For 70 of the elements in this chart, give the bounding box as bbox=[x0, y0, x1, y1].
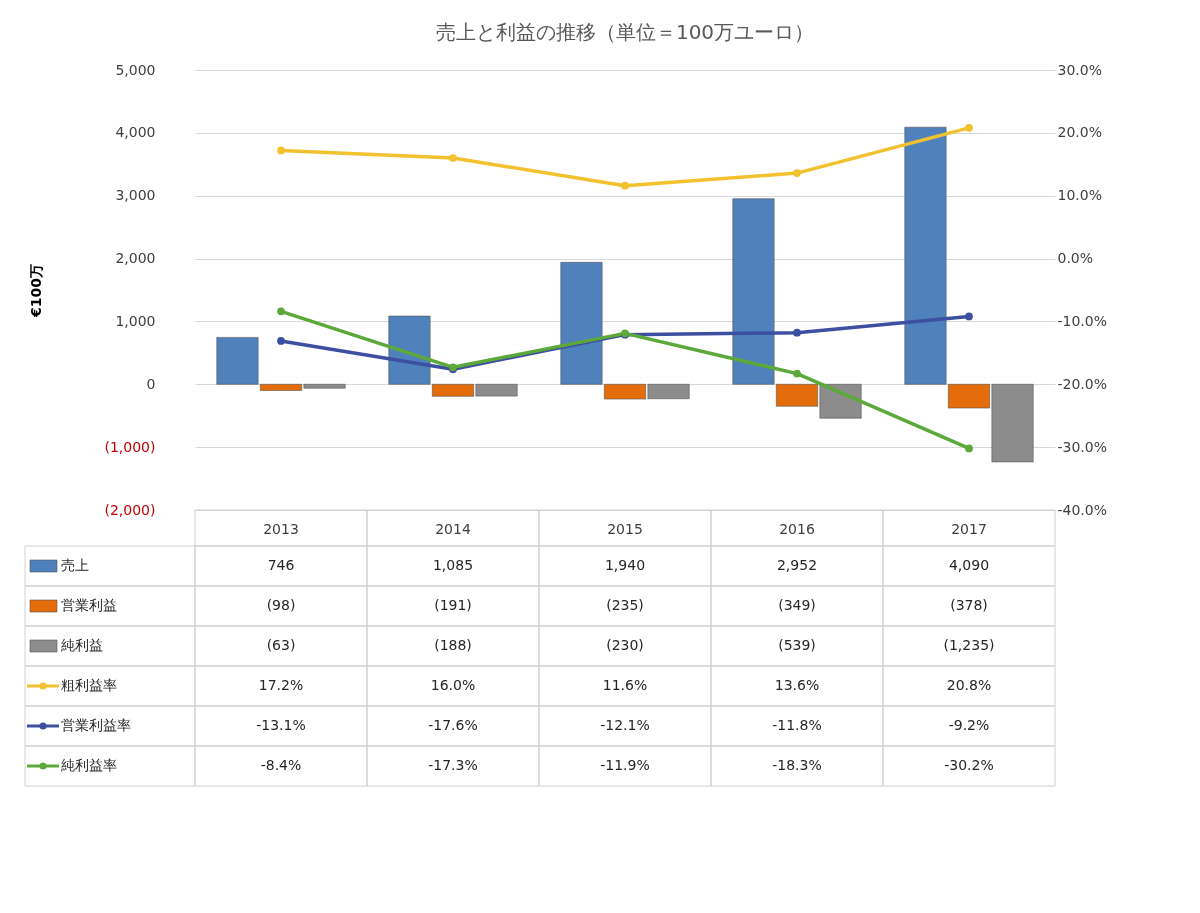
legend-label: 粗利益率 bbox=[61, 677, 117, 693]
legend-label: 営業利益率 bbox=[61, 717, 131, 733]
x-tick-label: 2013 bbox=[263, 520, 299, 537]
data-label: -17.6% bbox=[428, 717, 478, 733]
legend-label: 営業利益 bbox=[61, 597, 117, 613]
point bbox=[965, 444, 973, 453]
point bbox=[965, 123, 973, 132]
data-label: (235) bbox=[606, 597, 644, 613]
data-label: (378) bbox=[950, 597, 988, 613]
point bbox=[965, 312, 973, 321]
point bbox=[277, 146, 285, 155]
data-label: 17.2% bbox=[258, 677, 304, 693]
point bbox=[449, 154, 457, 162]
data-label: (188) bbox=[434, 637, 472, 653]
y-tick-label: 0 bbox=[146, 375, 156, 392]
data-label: 13.6% bbox=[774, 677, 820, 693]
point bbox=[793, 169, 801, 177]
y-tick-label: 2,000 bbox=[115, 250, 156, 267]
data-label: -9.2% bbox=[948, 717, 990, 733]
y2-tick-label: 10.0% bbox=[1057, 187, 1102, 204]
x-tick-label: 2014 bbox=[435, 520, 471, 537]
data-label: -30.2% bbox=[944, 757, 994, 773]
legend-label: 純利益 bbox=[61, 637, 103, 653]
y2-tick-label: 0.0% bbox=[1057, 250, 1094, 267]
y-tick-label: 1,000 bbox=[115, 312, 156, 329]
data-label: (98) bbox=[266, 597, 296, 613]
y2-tick-label: -30.0% bbox=[1057, 438, 1108, 455]
data-label: -8.4% bbox=[260, 757, 302, 773]
x-tick-label: 2017 bbox=[951, 520, 987, 537]
y2-tick-label: -40.0% bbox=[1057, 501, 1108, 518]
point bbox=[793, 328, 801, 337]
y-tick-label: (2,000) bbox=[104, 501, 156, 518]
data-label: (539) bbox=[778, 637, 816, 653]
data-label: (191) bbox=[434, 597, 472, 613]
data-label: 20.8% bbox=[946, 677, 992, 693]
data-label: -13.1% bbox=[256, 717, 306, 733]
y-tick-label: (1,000) bbox=[104, 438, 156, 455]
y-axis-title: €100万 bbox=[28, 264, 45, 318]
y2-tick-label: -20.0% bbox=[1057, 375, 1108, 392]
y-tick-label: 5,000 bbox=[115, 61, 156, 78]
data-label: 2,952 bbox=[776, 557, 818, 573]
data-label: -12.1% bbox=[600, 717, 650, 733]
data-label: (1,235) bbox=[943, 637, 995, 653]
data-label: -11.9% bbox=[600, 757, 650, 773]
point bbox=[793, 369, 801, 378]
data-label: 1,085 bbox=[432, 557, 474, 573]
point bbox=[277, 337, 285, 345]
data-label: 1,940 bbox=[604, 557, 646, 573]
data-label: -18.3% bbox=[772, 757, 822, 773]
y2-tick-label: -10.0% bbox=[1057, 312, 1108, 329]
data-label: 16.0% bbox=[430, 677, 476, 693]
data-label: (63) bbox=[266, 637, 296, 653]
y-tick-label: 3,000 bbox=[115, 187, 156, 204]
data-label: 11.6% bbox=[602, 677, 648, 693]
y-tick-label: 4,000 bbox=[115, 124, 156, 141]
point bbox=[277, 307, 285, 316]
x-tick-label: 2015 bbox=[607, 520, 643, 537]
data-label: (349) bbox=[778, 597, 816, 613]
point bbox=[621, 181, 629, 190]
data-label: -17.3% bbox=[428, 757, 478, 773]
y2-tick-label: 20.0% bbox=[1057, 124, 1102, 141]
y2-tick-label: 30.0% bbox=[1057, 61, 1102, 78]
legend-label: 純利益率 bbox=[61, 757, 117, 773]
data-label: 4,090 bbox=[948, 557, 990, 573]
x-tick-label: 2016 bbox=[779, 520, 815, 537]
data-label: -11.8% bbox=[772, 717, 822, 733]
legend-label: 売上 bbox=[61, 557, 89, 573]
chart-title: 売上と利益の推移（単位＝100万ユーロ） bbox=[435, 20, 815, 44]
data-label: (230) bbox=[606, 637, 644, 653]
data-label: 746 bbox=[267, 557, 295, 573]
